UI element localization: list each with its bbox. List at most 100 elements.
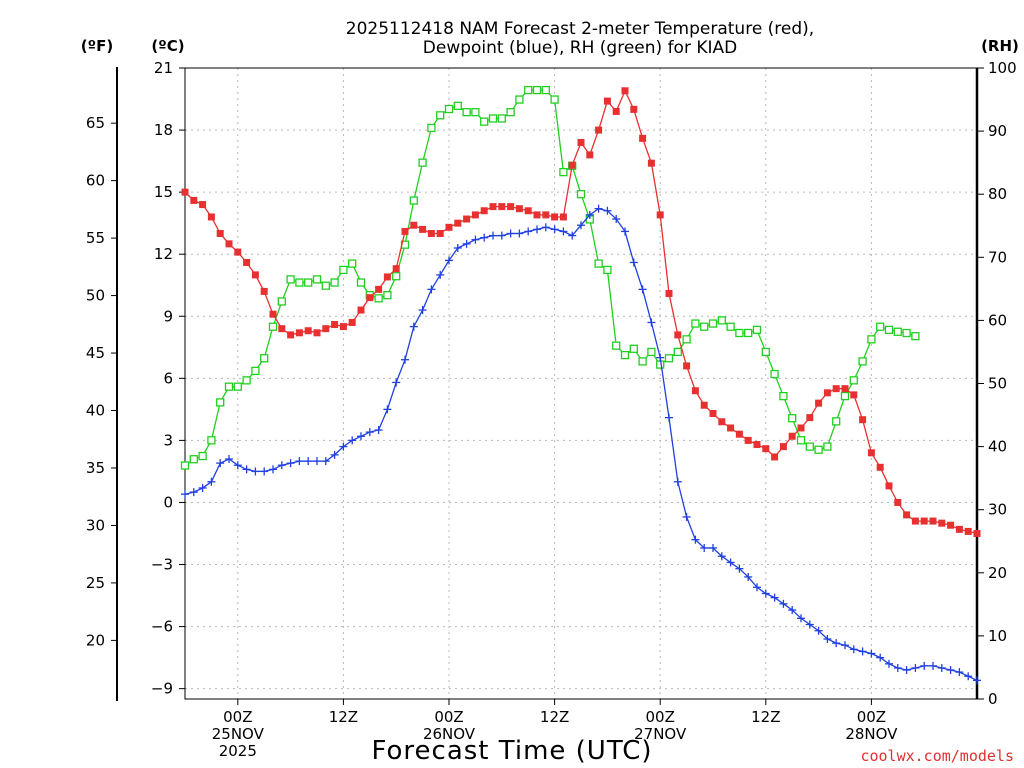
- x-tick-label: 26NOV: [423, 725, 476, 743]
- rh-point: [462, 108, 471, 117]
- fahrenheit-tick-label: 60: [86, 172, 105, 190]
- dewpoint-point: [788, 606, 797, 615]
- dewpoint-point: [339, 442, 348, 451]
- dewpoint-point: [779, 599, 788, 608]
- temperature-point: [665, 290, 673, 298]
- temperature-point: [964, 527, 972, 535]
- temperature-point: [480, 207, 488, 215]
- celsius-tick-label: 21: [154, 59, 173, 77]
- temperature-point: [559, 213, 567, 221]
- temperature-point: [366, 294, 374, 302]
- dewpoint-point: [216, 459, 225, 468]
- dewpoint-point: [717, 552, 726, 561]
- rh-point: [752, 325, 762, 335]
- dewpoint-point: [277, 461, 286, 470]
- series-line: [184, 207, 978, 681]
- dewpoint-point: [858, 647, 867, 656]
- dewpoint-point: [946, 666, 955, 675]
- dewpoint-point: [242, 465, 251, 474]
- rh-point: [330, 278, 339, 287]
- temperature-point: [595, 126, 603, 134]
- rh-point: [480, 117, 489, 126]
- dewpoint-point: [902, 666, 911, 675]
- x-tick-label: 12Z: [540, 708, 569, 726]
- rh-point: [884, 325, 894, 335]
- dewpoint-point: [735, 564, 744, 573]
- dewpoint-point: [189, 488, 198, 497]
- dewpoint-point: [647, 318, 656, 327]
- rh-series: [180, 85, 920, 470]
- rh-point: [638, 357, 647, 366]
- temperature-point: [383, 273, 391, 281]
- dewpoint-point: [401, 355, 409, 364]
- rh-point: [242, 376, 251, 385]
- rh-point: [814, 445, 823, 454]
- rh-point: [911, 332, 920, 341]
- dewpoint-point: [524, 227, 533, 236]
- temperature-point: [859, 416, 867, 424]
- dewpoint-point: [550, 225, 559, 234]
- rh-tick-label: 30: [988, 501, 1007, 519]
- dewpoint-point: [304, 457, 313, 466]
- x-tick-label: 2025: [219, 742, 257, 760]
- temperature-point: [903, 511, 911, 519]
- rh-point: [224, 382, 234, 391]
- temperature-point: [489, 203, 497, 211]
- rh-point: [849, 376, 858, 385]
- dewpoint-point: [893, 663, 902, 672]
- dewpoint-point: [577, 221, 585, 230]
- dewpoint-point: [374, 426, 383, 435]
- chart-title-line-1: 2025112418 NAM Forecast 2-meter Temperat…: [346, 19, 814, 39]
- temperature-point: [304, 327, 312, 335]
- temperature-point: [507, 203, 515, 211]
- temperature-point: [357, 306, 365, 314]
- dewpoint-point: [533, 225, 541, 234]
- rh-point: [286, 275, 295, 284]
- temperature-point: [656, 211, 664, 219]
- dewpoint-point: [321, 457, 330, 466]
- rh-point: [277, 297, 286, 306]
- dewpoint-point: [445, 256, 453, 265]
- temperature-point: [955, 525, 963, 533]
- temperature-point: [691, 387, 699, 395]
- dewpoint-point: [665, 413, 673, 422]
- temperature-point: [612, 107, 620, 115]
- rh-point: [664, 354, 674, 363]
- dewpoint-point: [506, 229, 515, 238]
- temperature-point: [771, 453, 779, 461]
- rh-point: [620, 350, 630, 360]
- dewpoint-point: [585, 210, 594, 219]
- rh-point: [576, 190, 586, 199]
- dewpoint-point: [849, 645, 858, 654]
- temperature-point: [938, 519, 946, 527]
- dewpoint-point: [621, 227, 629, 236]
- temperature-point: [815, 399, 823, 407]
- dewpoint-point: [656, 353, 665, 362]
- rh-tick-label: 20: [988, 564, 1007, 582]
- fahrenheit-tick-label: 50: [86, 287, 105, 305]
- dewpoint-point: [973, 676, 981, 685]
- temperature-point: [718, 418, 726, 426]
- rh-point: [629, 344, 638, 353]
- dewpoint-point: [911, 663, 920, 672]
- celsius-tick-label: 9: [163, 307, 173, 325]
- fahrenheit-tick-label: 30: [86, 516, 105, 534]
- dewpoint-point: [489, 231, 497, 240]
- rh-point: [436, 111, 445, 120]
- rh-tick-label: 0: [988, 690, 998, 708]
- dewpoint-point: [207, 477, 216, 486]
- temperature-point: [410, 221, 418, 229]
- rh-point: [233, 382, 242, 391]
- rh-point: [506, 108, 515, 117]
- temperature-point: [260, 287, 268, 295]
- temperature-point: [551, 213, 559, 221]
- temperature-point: [207, 213, 215, 221]
- temperature-point: [533, 211, 541, 219]
- celsius-tick-label: −6: [151, 618, 173, 636]
- series-line: [184, 89, 978, 535]
- rh-point: [612, 341, 621, 350]
- dewpoint-point: [559, 227, 568, 236]
- rh-point: [321, 281, 330, 290]
- fahrenheit-tick-label: 35: [86, 459, 105, 477]
- temperature-point: [744, 436, 752, 444]
